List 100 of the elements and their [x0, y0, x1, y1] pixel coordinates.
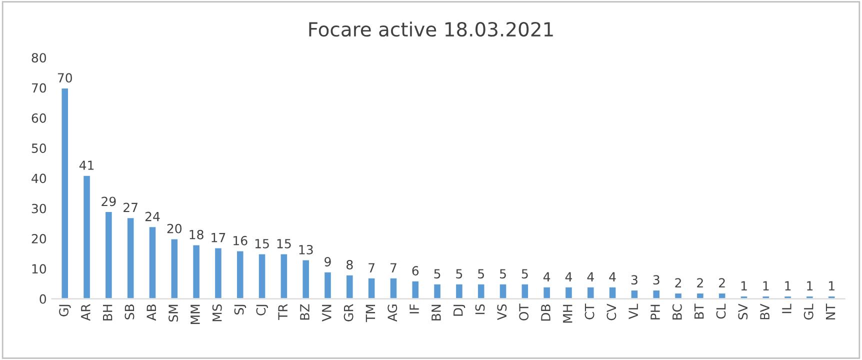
x-tick-label: AG	[388, 304, 398, 322]
data-label: 5	[500, 269, 506, 279]
bar	[674, 292, 683, 299]
data-label: 1	[785, 281, 791, 290]
x-tick-label: IL	[782, 304, 792, 314]
data-label: 4	[587, 272, 594, 282]
y-tick-label: 0	[40, 294, 46, 304]
bar	[367, 277, 376, 299]
bar	[148, 226, 158, 299]
x-tick-label: CL	[716, 304, 726, 319]
data-label: 24	[145, 212, 160, 222]
bar	[542, 286, 552, 299]
data-label: 5	[522, 269, 528, 279]
x-tick-label: AB	[146, 304, 156, 321]
data-label: 3	[653, 275, 660, 285]
x-tick-label: SJ	[234, 304, 246, 314]
x-tick-label: MS	[212, 304, 222, 322]
data-label: 2	[675, 278, 681, 288]
data-label: 4	[543, 272, 550, 282]
x-tick-label: SM	[168, 304, 178, 322]
bar	[476, 283, 486, 299]
x-tick-label: VN	[322, 304, 332, 322]
data-label: 5	[434, 269, 440, 279]
x-tick-label: CV	[606, 304, 616, 320]
y-tick-label: 30	[32, 204, 46, 214]
data-label: 70	[58, 73, 72, 83]
bar	[630, 289, 639, 299]
bar	[388, 277, 398, 299]
y-tick-label: 50	[32, 144, 46, 153]
data-label: 5	[456, 269, 462, 279]
x-tick-label: CJ	[256, 304, 268, 316]
bar	[214, 246, 223, 299]
data-label: 41	[79, 160, 94, 170]
data-label: 15	[277, 239, 291, 248]
x-tick-label: AR	[81, 304, 90, 321]
x-tick-label: MM	[190, 304, 200, 324]
data-label: 4	[565, 272, 572, 282]
bar	[170, 238, 179, 299]
data-label: 16	[234, 236, 248, 246]
bar	[454, 283, 464, 299]
data-label: 7	[368, 263, 374, 272]
data-label: 3	[631, 275, 638, 285]
x-tick-label: TR	[278, 304, 288, 320]
data-label: 8	[346, 260, 353, 270]
data-label: 5	[478, 269, 484, 279]
data-label: 4	[609, 272, 616, 282]
data-label: 1	[763, 281, 769, 290]
bar	[236, 250, 245, 299]
y-tick-label: 10	[32, 264, 46, 274]
data-label: 2	[697, 278, 703, 288]
data-label: 27	[124, 202, 138, 212]
x-tick-label: VS	[497, 304, 507, 320]
data-label: 13	[299, 244, 313, 254]
x-tick-label: BC	[672, 304, 682, 320]
x-tick-label: BN	[432, 304, 441, 320]
bar	[652, 289, 661, 299]
bar	[192, 244, 201, 299]
x-tick-label: SV	[738, 304, 748, 320]
data-label: 20	[167, 224, 182, 234]
bar	[345, 274, 354, 299]
y-tick-label: 40	[32, 174, 46, 184]
y-tick-label: 60	[32, 113, 46, 123]
x-tick-label: VL	[628, 304, 638, 320]
bar	[520, 283, 530, 299]
bar	[586, 286, 596, 299]
x-tick-label: MH	[563, 304, 572, 323]
bar	[696, 292, 705, 299]
x-tick-label: CT	[584, 304, 594, 320]
data-label: 1	[741, 281, 747, 290]
x-tick-label: DB	[541, 304, 550, 321]
x-tick-label: NT	[826, 304, 836, 320]
data-label: 1	[829, 281, 834, 290]
x-tick-label: PH	[650, 304, 660, 320]
data-label: 7	[390, 263, 396, 272]
x-tick-label: BH	[103, 304, 112, 320]
data-label: 9	[324, 257, 331, 266]
x-tick-label: GR	[344, 304, 354, 322]
bar	[498, 283, 508, 299]
x-tick-label: DJ	[454, 304, 466, 316]
y-tick-label: 20	[32, 234, 46, 244]
data-label: 2	[719, 278, 725, 288]
chart-title: Focare active 18.03.2021	[309, 22, 553, 37]
bar	[126, 216, 136, 299]
data-label: 17	[212, 233, 226, 242]
x-tick-label: SB	[124, 304, 134, 320]
x-tick-label: IF	[410, 304, 419, 314]
bar	[564, 286, 574, 299]
bar	[258, 252, 267, 299]
y-tick-label: 70	[32, 83, 46, 93]
bar	[718, 292, 727, 299]
x-tick-label: BT	[694, 304, 704, 319]
bar	[60, 87, 70, 299]
x-tick-label: IS	[475, 304, 485, 314]
bar	[301, 258, 310, 299]
x-tick-label: BV	[760, 304, 770, 320]
x-tick-label: GJ	[59, 304, 71, 316]
y-tick-label: 80	[32, 53, 46, 63]
data-label: 6	[412, 266, 419, 276]
data-label: 1	[807, 281, 813, 290]
bar	[279, 252, 288, 299]
